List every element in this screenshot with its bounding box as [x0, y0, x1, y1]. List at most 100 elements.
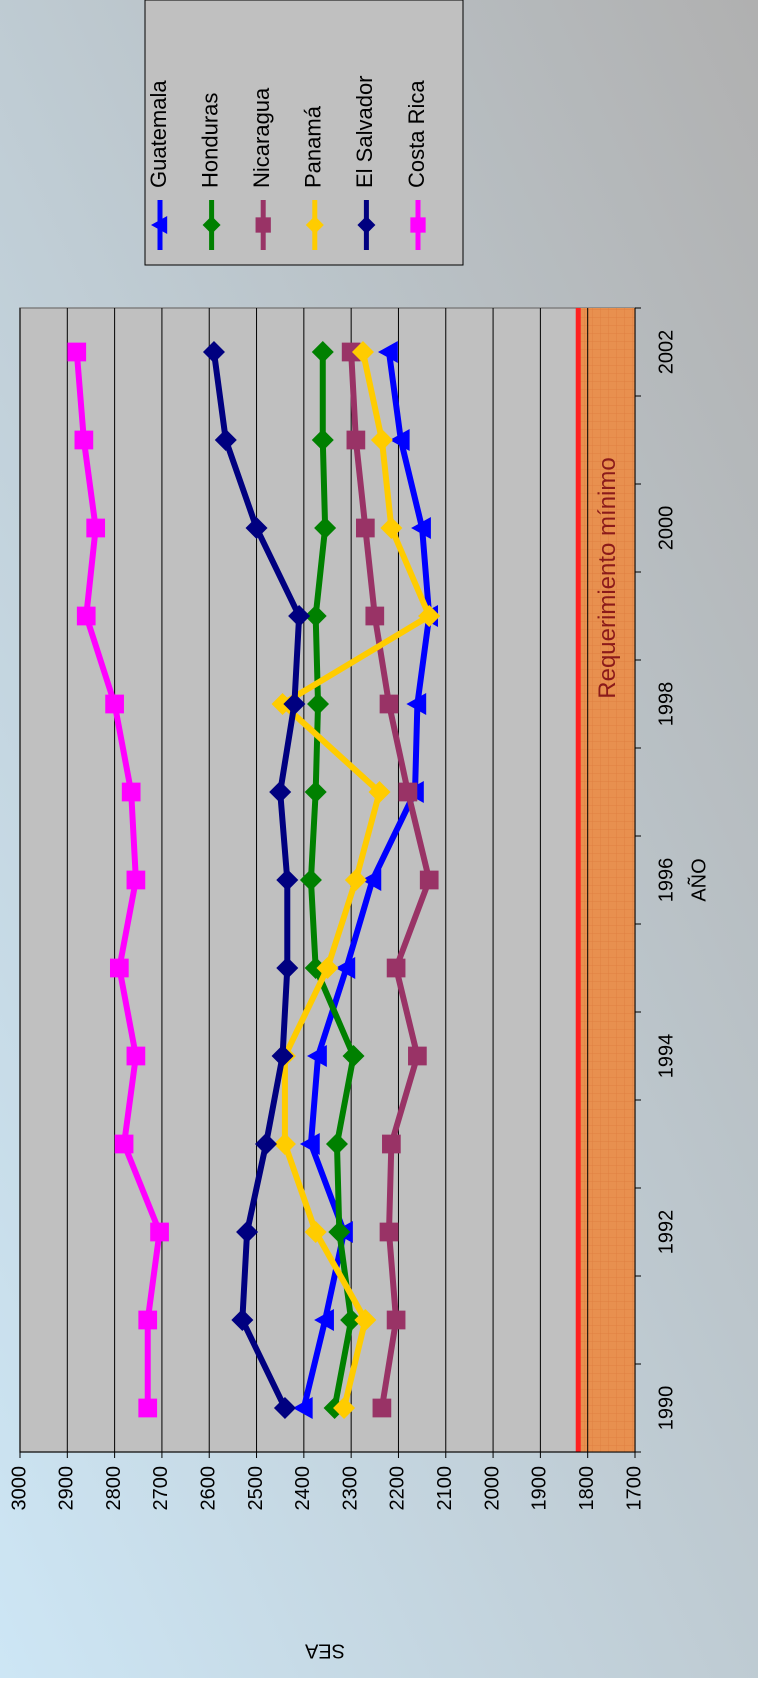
- x-tick-label: 1994: [655, 1034, 677, 1079]
- legend-label: Honduras: [197, 93, 222, 188]
- marker: [355, 518, 375, 538]
- marker: [314, 517, 337, 539]
- marker: [382, 1134, 401, 1154]
- marker: [398, 782, 418, 802]
- marker: [342, 1045, 365, 1067]
- marker: [386, 1310, 406, 1330]
- y-axis-title: SEA: [304, 1640, 345, 1662]
- marker: [114, 1134, 134, 1154]
- marker: [311, 429, 334, 451]
- marker: [419, 870, 439, 890]
- marker: [292, 1397, 313, 1419]
- marker: [304, 1221, 327, 1243]
- marker: [299, 1133, 320, 1155]
- marker: [245, 517, 268, 539]
- x-tick-label: 1998: [655, 682, 677, 727]
- marker: [344, 869, 367, 891]
- marker: [368, 781, 391, 803]
- marker: [325, 1133, 348, 1155]
- marker: [269, 781, 292, 803]
- marker: [271, 1045, 294, 1067]
- legend-label: Nicaragua: [249, 87, 274, 188]
- y-tick-label: 2000: [481, 1466, 503, 1511]
- marker: [411, 517, 431, 539]
- legend-label: Costa Rica: [404, 80, 429, 188]
- marker: [236, 1221, 259, 1243]
- x-tick-label: 1990: [655, 1386, 677, 1431]
- marker: [410, 217, 426, 233]
- marker: [406, 693, 427, 715]
- x-tick-label: 2000: [655, 506, 677, 551]
- marker: [151, 216, 168, 234]
- marker: [299, 869, 322, 891]
- marker: [354, 1309, 377, 1331]
- marker: [231, 1309, 254, 1331]
- y-tick-label: 1800: [576, 1466, 598, 1511]
- marker: [307, 1045, 327, 1067]
- marker: [378, 341, 398, 363]
- marker: [283, 693, 306, 715]
- marker: [361, 869, 382, 891]
- marker: [273, 1133, 296, 1155]
- y-tick-label: 2300: [339, 1466, 361, 1511]
- marker: [276, 957, 299, 979]
- marker: [335, 957, 356, 979]
- marker: [340, 1309, 363, 1331]
- legend-label: Guatemala: [146, 80, 171, 188]
- y-tick-label: 1700: [623, 1466, 645, 1511]
- marker: [214, 429, 237, 451]
- marker: [255, 1133, 277, 1155]
- plot-area: [19, 307, 636, 1453]
- marker: [379, 1222, 399, 1242]
- legend-box: [144, 0, 464, 266]
- marker: [370, 429, 393, 451]
- marker: [304, 781, 327, 803]
- marker: [386, 958, 406, 978]
- y-tick-label: 2900: [56, 1466, 78, 1511]
- marker: [138, 1310, 158, 1330]
- y-tick-label: 2700: [150, 1466, 172, 1511]
- y-tick-label: 1900: [529, 1466, 551, 1511]
- x-tick-label: 1996: [655, 858, 677, 903]
- marker: [202, 341, 225, 363]
- rotated-chart: AÑO SEA Requerimiento mínimo 1700 1800 1900…: [8, 0, 710, 1662]
- marker: [67, 342, 87, 362]
- marker: [341, 342, 361, 362]
- marker: [380, 517, 403, 539]
- x-tick-label: 1992: [655, 1210, 677, 1255]
- marker: [379, 694, 399, 714]
- marker: [307, 693, 330, 715]
- legend-label: El Salvador: [352, 75, 377, 188]
- marker: [365, 606, 385, 626]
- marker: [150, 1222, 169, 1242]
- marker: [273, 1397, 296, 1419]
- marker: [357, 216, 376, 234]
- marker: [105, 694, 124, 714]
- y-tick-label: 2800: [103, 1466, 125, 1511]
- marker: [86, 518, 106, 538]
- marker: [351, 341, 374, 363]
- marker: [304, 957, 327, 979]
- marker: [372, 1398, 392, 1418]
- marker: [202, 216, 221, 234]
- legend-label: Panamá: [301, 105, 326, 188]
- y-tick-label: 3000: [8, 1466, 30, 1511]
- x-tick-label: 2002: [655, 330, 677, 375]
- marker: [305, 216, 324, 234]
- marker: [418, 605, 441, 627]
- marker: [311, 341, 334, 363]
- marker: [288, 605, 311, 627]
- x-axis-title: AÑO: [686, 858, 710, 901]
- marker: [408, 1046, 427, 1066]
- y-tick-label: 2100: [434, 1466, 456, 1511]
- marker: [314, 1309, 334, 1331]
- marker: [126, 870, 146, 890]
- marker: [389, 429, 410, 451]
- marker: [121, 782, 141, 802]
- marker: [346, 430, 366, 450]
- marker: [316, 957, 339, 979]
- marker: [126, 1046, 146, 1066]
- y-tick-label: 2500: [245, 1466, 267, 1511]
- threshold-mesh: [578, 308, 636, 1452]
